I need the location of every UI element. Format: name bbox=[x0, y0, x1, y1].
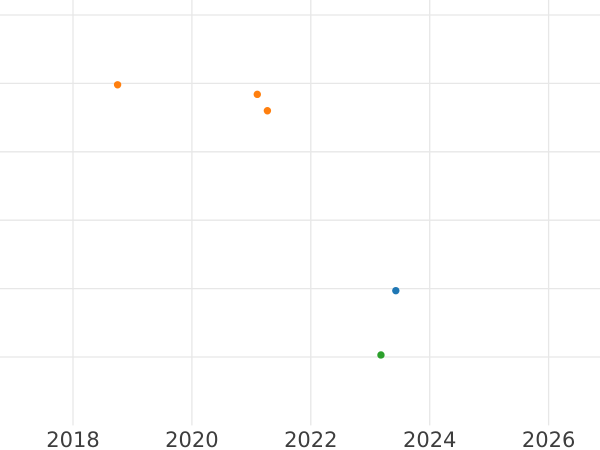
x-tick-label: 2024 bbox=[403, 428, 456, 450]
x-tick-label: 2020 bbox=[165, 428, 218, 450]
x-tick-label: 2022 bbox=[284, 428, 337, 450]
data-point-series-blue bbox=[392, 286, 400, 295]
data-point-series-orange bbox=[263, 107, 272, 115]
data-point-series-orange bbox=[113, 81, 122, 89]
data-point-series-green bbox=[377, 351, 385, 359]
x-tick-label: 2026 bbox=[522, 428, 575, 450]
x-tick-label: 2018 bbox=[46, 428, 99, 450]
data-point-series-orange bbox=[253, 90, 261, 99]
